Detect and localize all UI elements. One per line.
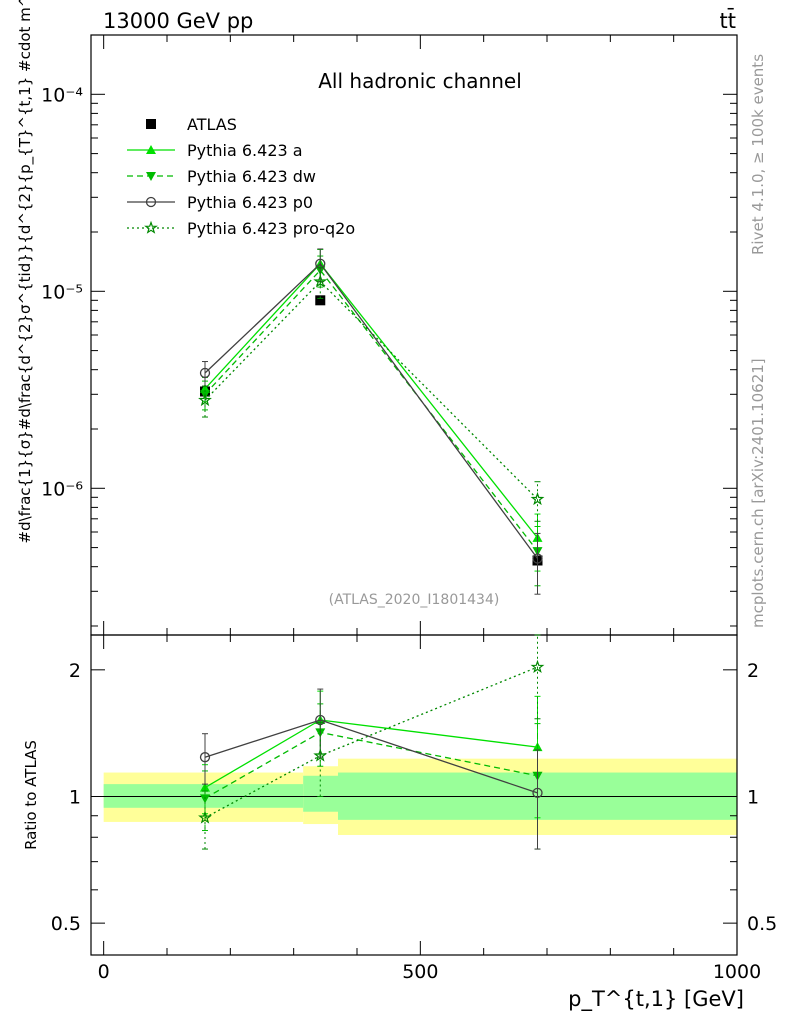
ratio-ytick-label-left-2: 2 [69, 660, 81, 682]
ratio-ylabel: Ratio to ATLAS [22, 740, 40, 850]
legend-item-1: Pythia 6.423 a [127, 141, 303, 160]
main-ytick-label-0: 10⁻⁴ [41, 84, 83, 106]
legend-label: Pythia 6.423 dw [187, 167, 316, 186]
main-series [198, 248, 545, 595]
ratio-frame [90, 634, 738, 956]
main-point [198, 392, 212, 407]
legend-item-0: ATLAS [146, 115, 237, 134]
ratio-ytick-label-left-1: 1 [69, 786, 81, 808]
main-series-2 [200, 255, 543, 587]
legend-label: Pythia 6.423 pro-q2o [187, 219, 355, 238]
legend-label: ATLAS [187, 115, 237, 134]
legend-item-2: Pythia 6.423 dw [127, 167, 316, 186]
legend-label: Pythia 6.423 a [187, 141, 303, 160]
chart-title: All hadronic channel [318, 69, 522, 93]
ratio-ticks: 0.5 0.5 1 1 2 2 0 500 1000 [51, 635, 777, 983]
header-right: tt̄ [720, 8, 736, 33]
ratio-xtick-label-0: 0 [98, 961, 110, 983]
main-point [530, 491, 545, 506]
ratio-ytick-label-right-2: 2 [747, 660, 759, 682]
ratio-series-3 [198, 634, 545, 850]
main-ytick-label-1: 10⁻⁵ [41, 281, 83, 303]
legend-marker [146, 119, 156, 129]
ratio-point [198, 810, 212, 824]
main-series-line-1 [204, 262, 539, 539]
legend-marker [144, 220, 158, 234]
main-series-3 [199, 248, 543, 595]
ratio-ytick-label-right-1: 1 [747, 786, 759, 808]
ratio-xtick-label-2: 1000 [713, 961, 761, 983]
main-point [313, 274, 328, 288]
ratio-xlabel: p_T^{t,1} [GeV] [568, 987, 744, 1012]
main-point [315, 295, 326, 306]
ratio-point [313, 748, 328, 762]
ratio-point [530, 659, 545, 674]
main-ticks: 10⁻⁴ 10⁻⁵ 10⁻⁶ [41, 34, 738, 635]
main-series-line-3 [204, 262, 539, 559]
main-ytick-label-2: 10⁻⁶ [41, 478, 83, 500]
main-series-4 [198, 267, 545, 522]
analysis-watermark: (ATLAS_2020_I1801434) [329, 592, 500, 608]
ratio-xtick-label-1: 500 [402, 961, 438, 983]
main-series-1 [200, 248, 543, 572]
legend-item-4: Pythia 6.423 pro-q2o [127, 219, 355, 238]
header-left: 13000 GeV pp [103, 9, 253, 33]
legend-marker [146, 172, 156, 181]
ratio-point [532, 787, 543, 799]
main-point [532, 553, 543, 564]
ratio-ytick-label-right-0: 0.5 [747, 913, 777, 935]
legend: ATLAS Pythia 6.423 a Pythia 6.423 dw Pythia… [127, 115, 355, 238]
main-series-line-2 [204, 269, 539, 552]
rivet-label: Rivet 4.1.0, ≥ 100k events [749, 54, 767, 255]
ratio-point [199, 752, 211, 763]
main-point [199, 367, 211, 379]
legend-item-3: Pythia 6.423 p0 [127, 193, 313, 212]
legend-label: Pythia 6.423 p0 [187, 193, 313, 212]
main-series-line-4 [204, 280, 538, 500]
ratio-band-inner-1 [303, 775, 338, 812]
mcplots-label: mcplots.cern.ch [arXiv:2401.10621] [749, 358, 767, 628]
legend-marker [146, 145, 156, 154]
ratio-point [315, 714, 326, 726]
legend-marker [145, 196, 157, 208]
ratio-ytick-label-left-0: 0.5 [51, 913, 81, 935]
ratio-bands [103, 758, 737, 835]
main-ylabel: #d\frac{1}{σ}#d\frac{d^{2}σ^{tid}}{d^{2}… [16, 0, 35, 544]
ratio-series [198, 634, 545, 850]
